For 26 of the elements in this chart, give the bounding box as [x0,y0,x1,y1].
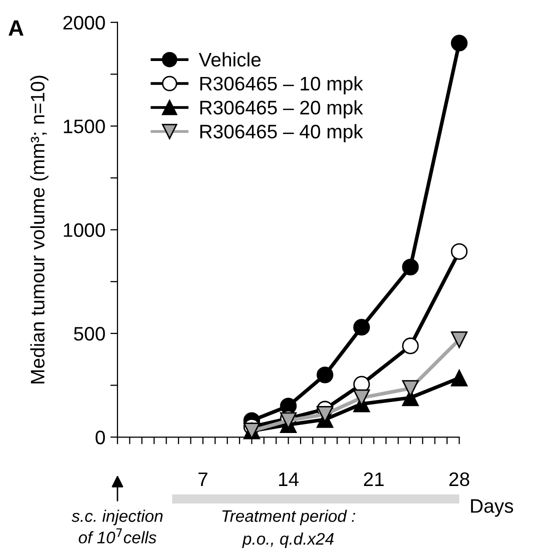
y-tick-label: 500 [74,326,105,341]
x-axis-title: Days [471,499,514,517]
legend-label: R306465 – 10 mpk [200,76,364,94]
y-tick-label: 0 [96,430,105,444]
y-axis-title: Median tumour volume (mm³; n=10) [30,76,48,384]
x-tick-label: 14 [279,472,299,486]
point [316,366,334,384]
x-tick-label: 28 [449,472,470,486]
text: Treatment period : p.o., q.d.x24 [222,510,356,548]
y-tick-label: 1500 [64,120,105,134]
point [450,331,468,348]
legend-label: R306465 – 40 mpk [200,124,364,142]
text: s.c. injection of 10$^{7}$cells [72,510,163,544]
x-tick-label: 7 [198,472,208,486]
point [450,243,468,260]
point [402,338,419,354]
point [353,318,370,336]
x-tick-label: 21 [364,472,384,486]
y-tick-label: 2000 [63,16,105,30]
point [450,34,468,52]
legend-label: R306465 – 20 mpk [200,100,364,118]
legend-label: Vehicle [198,52,261,67]
point [450,370,468,386]
y-tick-label: 1000 [64,223,105,237]
text: A [8,20,24,36]
point [402,258,419,276]
